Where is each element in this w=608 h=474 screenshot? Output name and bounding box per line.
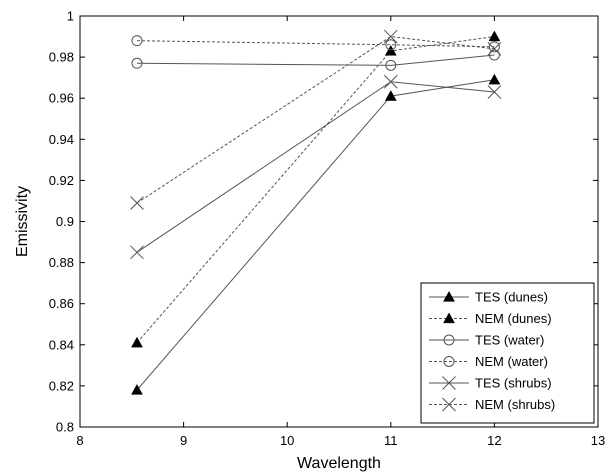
x-tick-label: 13: [591, 433, 605, 448]
y-tick-label: 1: [67, 9, 74, 24]
legend-item: TES (water): [429, 333, 544, 348]
legend-marker: [443, 334, 455, 346]
data-point: [487, 85, 502, 99]
y-tick-label: 0.88: [49, 255, 74, 270]
y-tick-label: 0.98: [49, 50, 74, 65]
y-tick-label: 0.82: [49, 378, 74, 393]
data-point: [385, 39, 397, 51]
legend-label: TES (dunes): [475, 290, 548, 305]
data-point: [384, 90, 397, 101]
axis-ticks: 8 9 10 11 12 13 0.8 0.82 0.84 0.86 0.88 0.9 0.92 0.94…: [49, 9, 606, 449]
series-2: [131, 49, 500, 71]
x-tick-label: 10: [280, 433, 294, 448]
data-point: [131, 35, 143, 47]
data-point: [131, 383, 143, 395]
series-line: [136, 36, 495, 204]
data-point: [488, 73, 501, 85]
series-5: [130, 29, 502, 210]
data-point: [488, 41, 500, 53]
legend-item: TES (dunes): [429, 290, 548, 305]
legend-box: [420, 282, 595, 424]
data-point: [384, 44, 397, 56]
data-point: [383, 74, 398, 89]
data-point: [130, 196, 144, 210]
series-3: [131, 35, 500, 53]
legend-label: TES (water): [475, 333, 544, 348]
legend-item: NEM (shrubs): [429, 397, 555, 412]
data-point: [488, 49, 500, 61]
legend-marker: [442, 397, 456, 412]
data-point: [488, 30, 501, 42]
series-0: [131, 73, 501, 395]
legend-marker: [442, 376, 456, 390]
data-point: [131, 336, 143, 348]
y-tick-label: 0.86: [49, 296, 74, 311]
legend-label: TES (shrubs): [475, 376, 552, 391]
x-axis-label: Wavelength: [297, 455, 381, 472]
y-tick-label: 0.92: [49, 173, 74, 188]
x-tick-label: 11: [384, 433, 398, 448]
series-4: [130, 74, 502, 260]
legend-item: NEM (water): [429, 354, 548, 369]
data-point: [487, 42, 502, 56]
plot-area: [130, 29, 502, 395]
series-line: [136, 54, 495, 66]
legend-marker: [443, 290, 455, 302]
x-tick-label: 9: [180, 433, 187, 448]
legend: TES (dunes) NEM (dunes) TES (water) NEM (wa…: [420, 282, 595, 424]
legend-label: NEM (water): [475, 354, 548, 369]
legend-marker: [443, 356, 455, 367]
legend-marker: [443, 312, 455, 324]
y-tick-label: 0.96: [49, 91, 74, 106]
data-point: [383, 29, 398, 44]
data-point: [130, 245, 144, 260]
x-tick-label: 12: [487, 433, 501, 448]
y-tick-label: 0.84: [49, 337, 74, 352]
data-point: [131, 57, 143, 69]
x-tick-label: 8: [76, 433, 83, 448]
legend-item: NEM (dunes): [429, 311, 552, 326]
y-tick-label: 0.9: [56, 214, 74, 229]
y-tick-label: 0.94: [49, 132, 74, 147]
legend-label: NEM (shrubs): [475, 397, 555, 412]
series-line: [136, 40, 495, 48]
legend-item: TES (shrubs): [429, 376, 552, 391]
data-point: [385, 59, 397, 71]
legend-label: NEM (dunes): [475, 311, 552, 326]
y-axis-label: Emissivity: [14, 186, 31, 257]
y-tick-label: 0.8: [56, 420, 74, 435]
series-1: [131, 30, 501, 348]
